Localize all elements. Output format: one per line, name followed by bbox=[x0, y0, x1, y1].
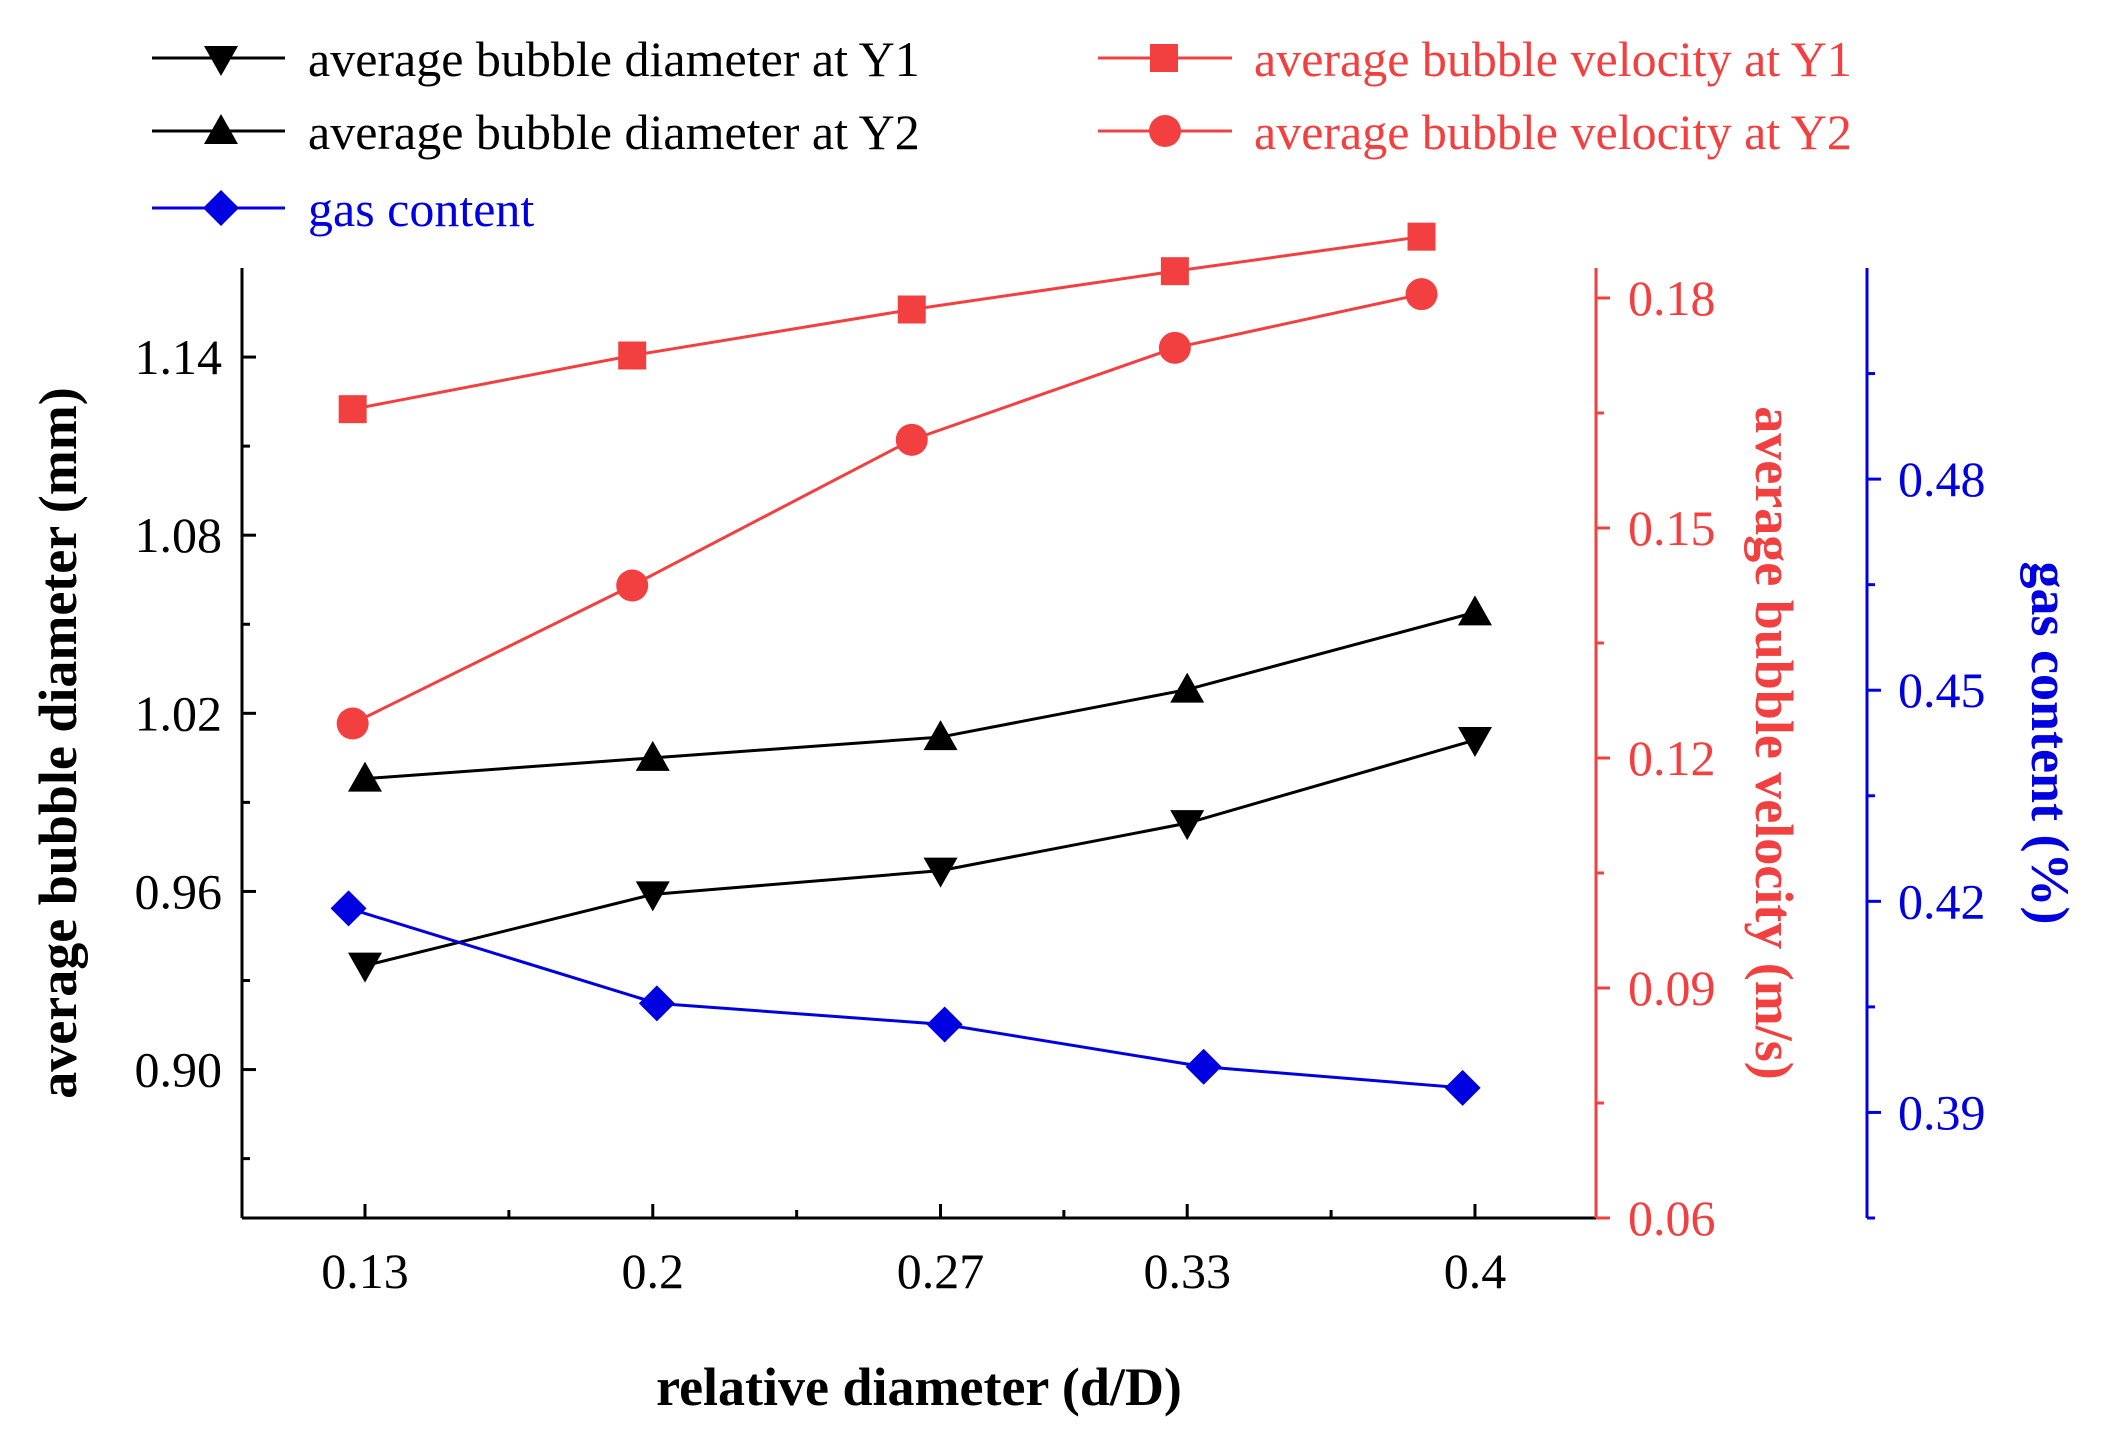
data-point-circle bbox=[336, 707, 369, 740]
series-2 bbox=[338, 222, 1436, 424]
gas-tick-label: 0.42 bbox=[1898, 873, 1986, 929]
left-tick-label: 1.14 bbox=[135, 329, 223, 385]
series-line bbox=[352, 235, 1422, 411]
left-axis-title: average bubble diameter (mm) bbox=[28, 387, 88, 1098]
data-point-circle bbox=[1158, 331, 1191, 364]
data-point-diamond bbox=[638, 985, 675, 1022]
gas-axis-title: gas content (%) bbox=[2020, 562, 2080, 925]
data-point-square bbox=[1160, 257, 1189, 286]
data-point-diamond bbox=[330, 890, 367, 927]
left-tick-label: 0.90 bbox=[135, 1042, 223, 1098]
velocity-tick-label: 0.06 bbox=[1628, 1190, 1716, 1246]
velocity-tick-label: 0.09 bbox=[1628, 960, 1716, 1016]
data-point-circle bbox=[895, 423, 928, 456]
legend-entry-velocity-y2: average bubble velocity at Y2 bbox=[1098, 104, 1852, 160]
data-point-triangle-down bbox=[635, 881, 670, 912]
data-point-triangle-up bbox=[1170, 672, 1205, 703]
data-point-triangle-down bbox=[348, 952, 382, 983]
gas-tick-label: 0.45 bbox=[1898, 662, 1986, 718]
data-point-square bbox=[338, 395, 367, 424]
series-3 bbox=[336, 278, 1438, 740]
data-point-circle bbox=[616, 569, 649, 602]
data-point-triangle-up bbox=[1457, 595, 1492, 626]
legend-marker-triangle-up bbox=[204, 114, 238, 144]
gas-tick-label: 0.39 bbox=[1898, 1084, 1986, 1140]
data-point-square bbox=[897, 295, 926, 324]
velocity-tick-label: 0.18 bbox=[1628, 270, 1716, 326]
x-tick-label: 0.13 bbox=[321, 1243, 409, 1299]
axis-ticks: 0.13 0.2 0.27 0.33 0.4 0.90 0.96 1.02 1.08 1.14 0.… bbox=[135, 270, 1986, 1299]
legend-marker-diamond bbox=[203, 190, 239, 226]
plot-frame bbox=[240, 268, 1869, 1220]
data-point-triangle-up bbox=[923, 720, 958, 751]
x-tick-label: 0.2 bbox=[622, 1243, 685, 1299]
left-tick-label: 1.08 bbox=[135, 507, 223, 563]
data-point-square bbox=[1407, 222, 1436, 251]
legend-label: gas content bbox=[308, 181, 534, 237]
legend-entry-velocity-y1: average bubble velocity at Y1 bbox=[1098, 31, 1852, 87]
data-point-square bbox=[618, 341, 647, 370]
legend-marker-square bbox=[1150, 44, 1178, 72]
data-point-diamond bbox=[1185, 1048, 1222, 1085]
x-axis-title: relative diameter (d/D) bbox=[656, 1357, 1182, 1417]
velocity-tick-label: 0.15 bbox=[1628, 500, 1716, 556]
x-tick-label: 0.4 bbox=[1444, 1243, 1507, 1299]
data-point-diamond bbox=[1444, 1069, 1481, 1106]
left-tick-label: 1.02 bbox=[135, 685, 223, 741]
series-line bbox=[352, 292, 1422, 725]
data-point-triangle-down bbox=[1457, 727, 1492, 758]
left-tick-label: 0.96 bbox=[135, 863, 223, 919]
data-point-triangle-up bbox=[635, 740, 670, 771]
legend-entry-gas-content: gas content bbox=[152, 181, 534, 237]
data-point-triangle-down bbox=[923, 857, 958, 888]
gas-tick-label: 0.48 bbox=[1898, 451, 1986, 507]
x-tick-label: 0.33 bbox=[1143, 1243, 1231, 1299]
series-0 bbox=[348, 727, 1492, 983]
legend-entry-diameter-y1: average bubble diameter at Y1 bbox=[152, 31, 920, 87]
series-line bbox=[364, 610, 1476, 781]
legend-label: average bubble velocity at Y2 bbox=[1254, 104, 1852, 160]
legend-entry-diameter-y2: average bubble diameter at Y2 bbox=[152, 104, 920, 160]
series-1 bbox=[348, 595, 1492, 792]
series-line bbox=[364, 738, 1476, 968]
x-tick-label: 0.27 bbox=[897, 1243, 985, 1299]
legend-marker-triangle-down bbox=[204, 46, 238, 76]
series-4 bbox=[330, 890, 1481, 1106]
velocity-tick-label: 0.12 bbox=[1628, 730, 1716, 786]
data-point-circle bbox=[1405, 278, 1438, 311]
legend-marker-circle bbox=[1149, 115, 1181, 147]
data-point-triangle-down bbox=[1170, 810, 1205, 841]
data-point-diamond bbox=[926, 1006, 963, 1043]
data-point-triangle-up bbox=[348, 761, 382, 792]
plot-area bbox=[330, 222, 1492, 1106]
series-line bbox=[348, 906, 1463, 1090]
legend: average bubble diameter at Y1 average bu… bbox=[152, 31, 1852, 237]
legend-label: average bubble diameter at Y2 bbox=[308, 104, 920, 160]
legend-label: average bubble velocity at Y1 bbox=[1254, 31, 1852, 87]
legend-label: average bubble diameter at Y1 bbox=[308, 31, 920, 87]
velocity-axis-title: average bubble velocity (m/s) bbox=[1744, 406, 1804, 1079]
